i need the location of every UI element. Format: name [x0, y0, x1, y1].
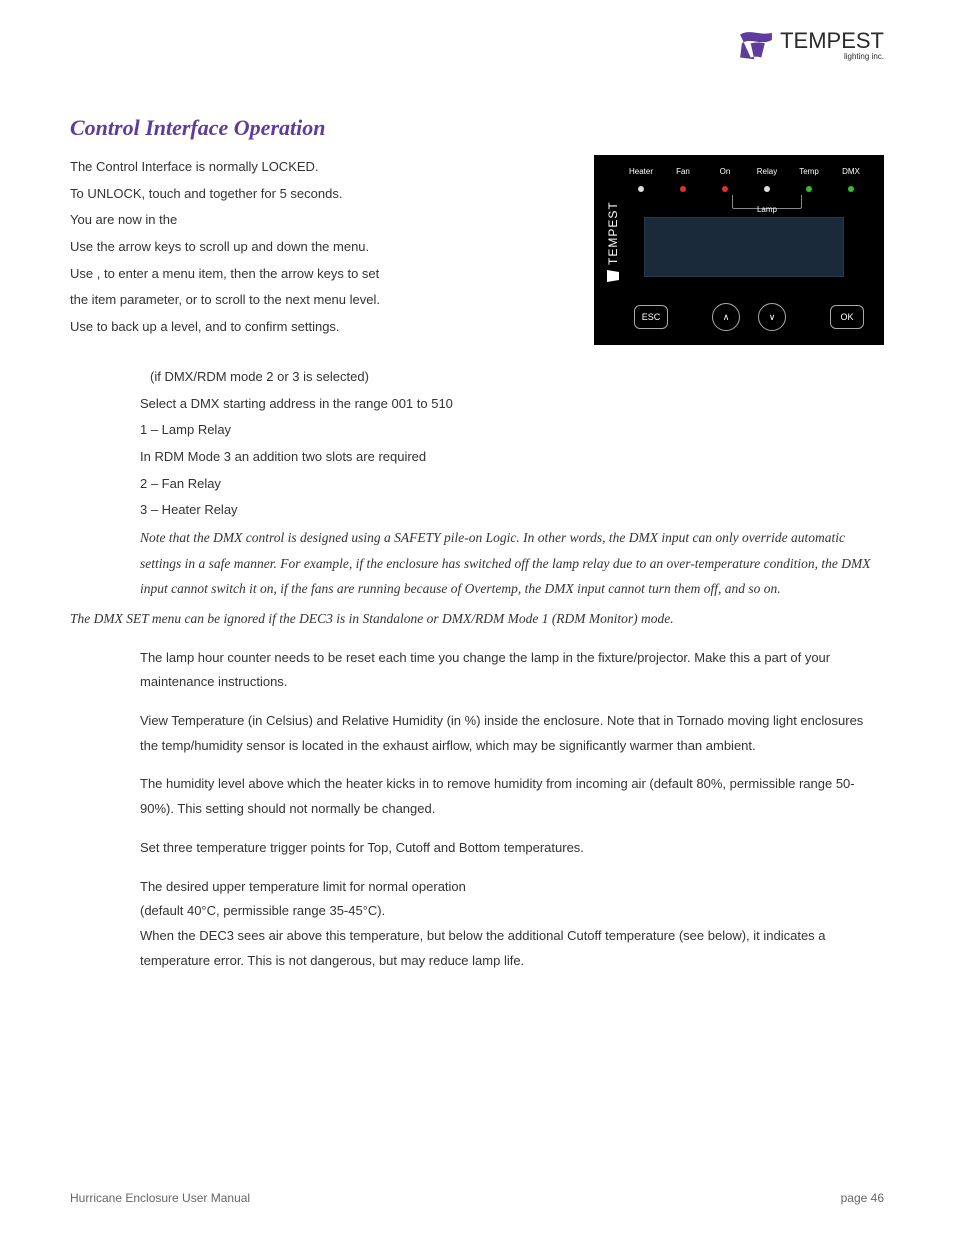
panel-side-logo: TEMPEST [606, 201, 620, 283]
intro-line-2: To UNLOCK, touch and together for 5 seco… [70, 182, 574, 207]
dmx-safety-note: Note that the DMX control is designed us… [140, 525, 884, 602]
led-temp [806, 186, 812, 192]
led-relay [764, 186, 770, 192]
panel-led-labels: Heater Fan On Relay Temp DMX [608, 167, 870, 176]
led-on [722, 186, 728, 192]
dmx-condition: (if DMX/RDM mode 2 or 3 is selected) [150, 365, 884, 390]
page-footer: Hurricane Enclosure User Manual page 46 [70, 1191, 884, 1205]
upper-temp-section: The desired upper temperature limit for … [140, 875, 884, 974]
led-fan [680, 186, 686, 192]
dmx-line-1: Select a DMX starting address in the ran… [140, 392, 884, 417]
panel-lcd-screen [644, 217, 844, 277]
down-arrow-button: ∨ [758, 303, 786, 331]
intro-line-4: Use the arrow keys to scroll up and down… [70, 235, 574, 260]
tempest-logo-icon [738, 31, 774, 61]
intro-paragraph: The Control Interface is normally LOCKED… [70, 155, 574, 342]
dmx-line-3: In RDM Mode 3 an addition two slots are … [140, 445, 884, 470]
led-heater [638, 186, 644, 192]
humidity-section: The humidity level above which the heate… [140, 772, 884, 821]
panel-buttons: ESC ∧ ∨ OK [634, 303, 864, 331]
dmx-line-4: 2 – Fan Relay [140, 472, 884, 497]
control-panel-illustration: Heater Fan On Relay Temp DMX Lamp TEMPES… [594, 155, 884, 345]
page-title: Control Interface Operation [70, 115, 884, 141]
panel-logo-icon [606, 269, 620, 283]
intro-line-1: The Control Interface is normally LOCKED… [70, 155, 574, 180]
brand-name: TEMPEST [780, 30, 884, 52]
lamp-reset-section: The lamp hour counter needs to be reset … [140, 646, 884, 695]
up-arrow-button: ∧ [712, 303, 740, 331]
footer-page-number: page 46 [841, 1191, 884, 1205]
view-temp-section: View Temperature (in Celsius) and Relati… [140, 709, 884, 758]
footer-doc-title: Hurricane Enclosure User Manual [70, 1191, 250, 1205]
temp-trigger-section: Set three temperature trigger points for… [140, 836, 884, 861]
intro-line-6: the item parameter, or to scroll to the … [70, 288, 574, 313]
dmx-line-5: 3 – Heater Relay [140, 498, 884, 523]
intro-line-7: Use to back up a level, and to confirm s… [70, 315, 574, 340]
lamp-label: Lamp [732, 205, 802, 214]
led-dmx [848, 186, 854, 192]
dmx-section: (if DMX/RDM mode 2 or 3 is selected) Sel… [140, 365, 884, 602]
brand-logo: TEMPEST lighting inc. [738, 30, 884, 61]
ok-button: OK [830, 305, 864, 329]
intro-line-5: Use , to enter a menu item, then the arr… [70, 262, 574, 287]
panel-leds [608, 180, 870, 195]
dmx-ignore-note: The DMX SET menu can be ignored if the D… [70, 606, 884, 632]
brand-subtitle: lighting inc. [780, 53, 884, 61]
esc-button: ESC [634, 305, 668, 329]
dmx-line-2: 1 – Lamp Relay [140, 418, 884, 443]
intro-line-3: You are now in the [70, 208, 574, 233]
